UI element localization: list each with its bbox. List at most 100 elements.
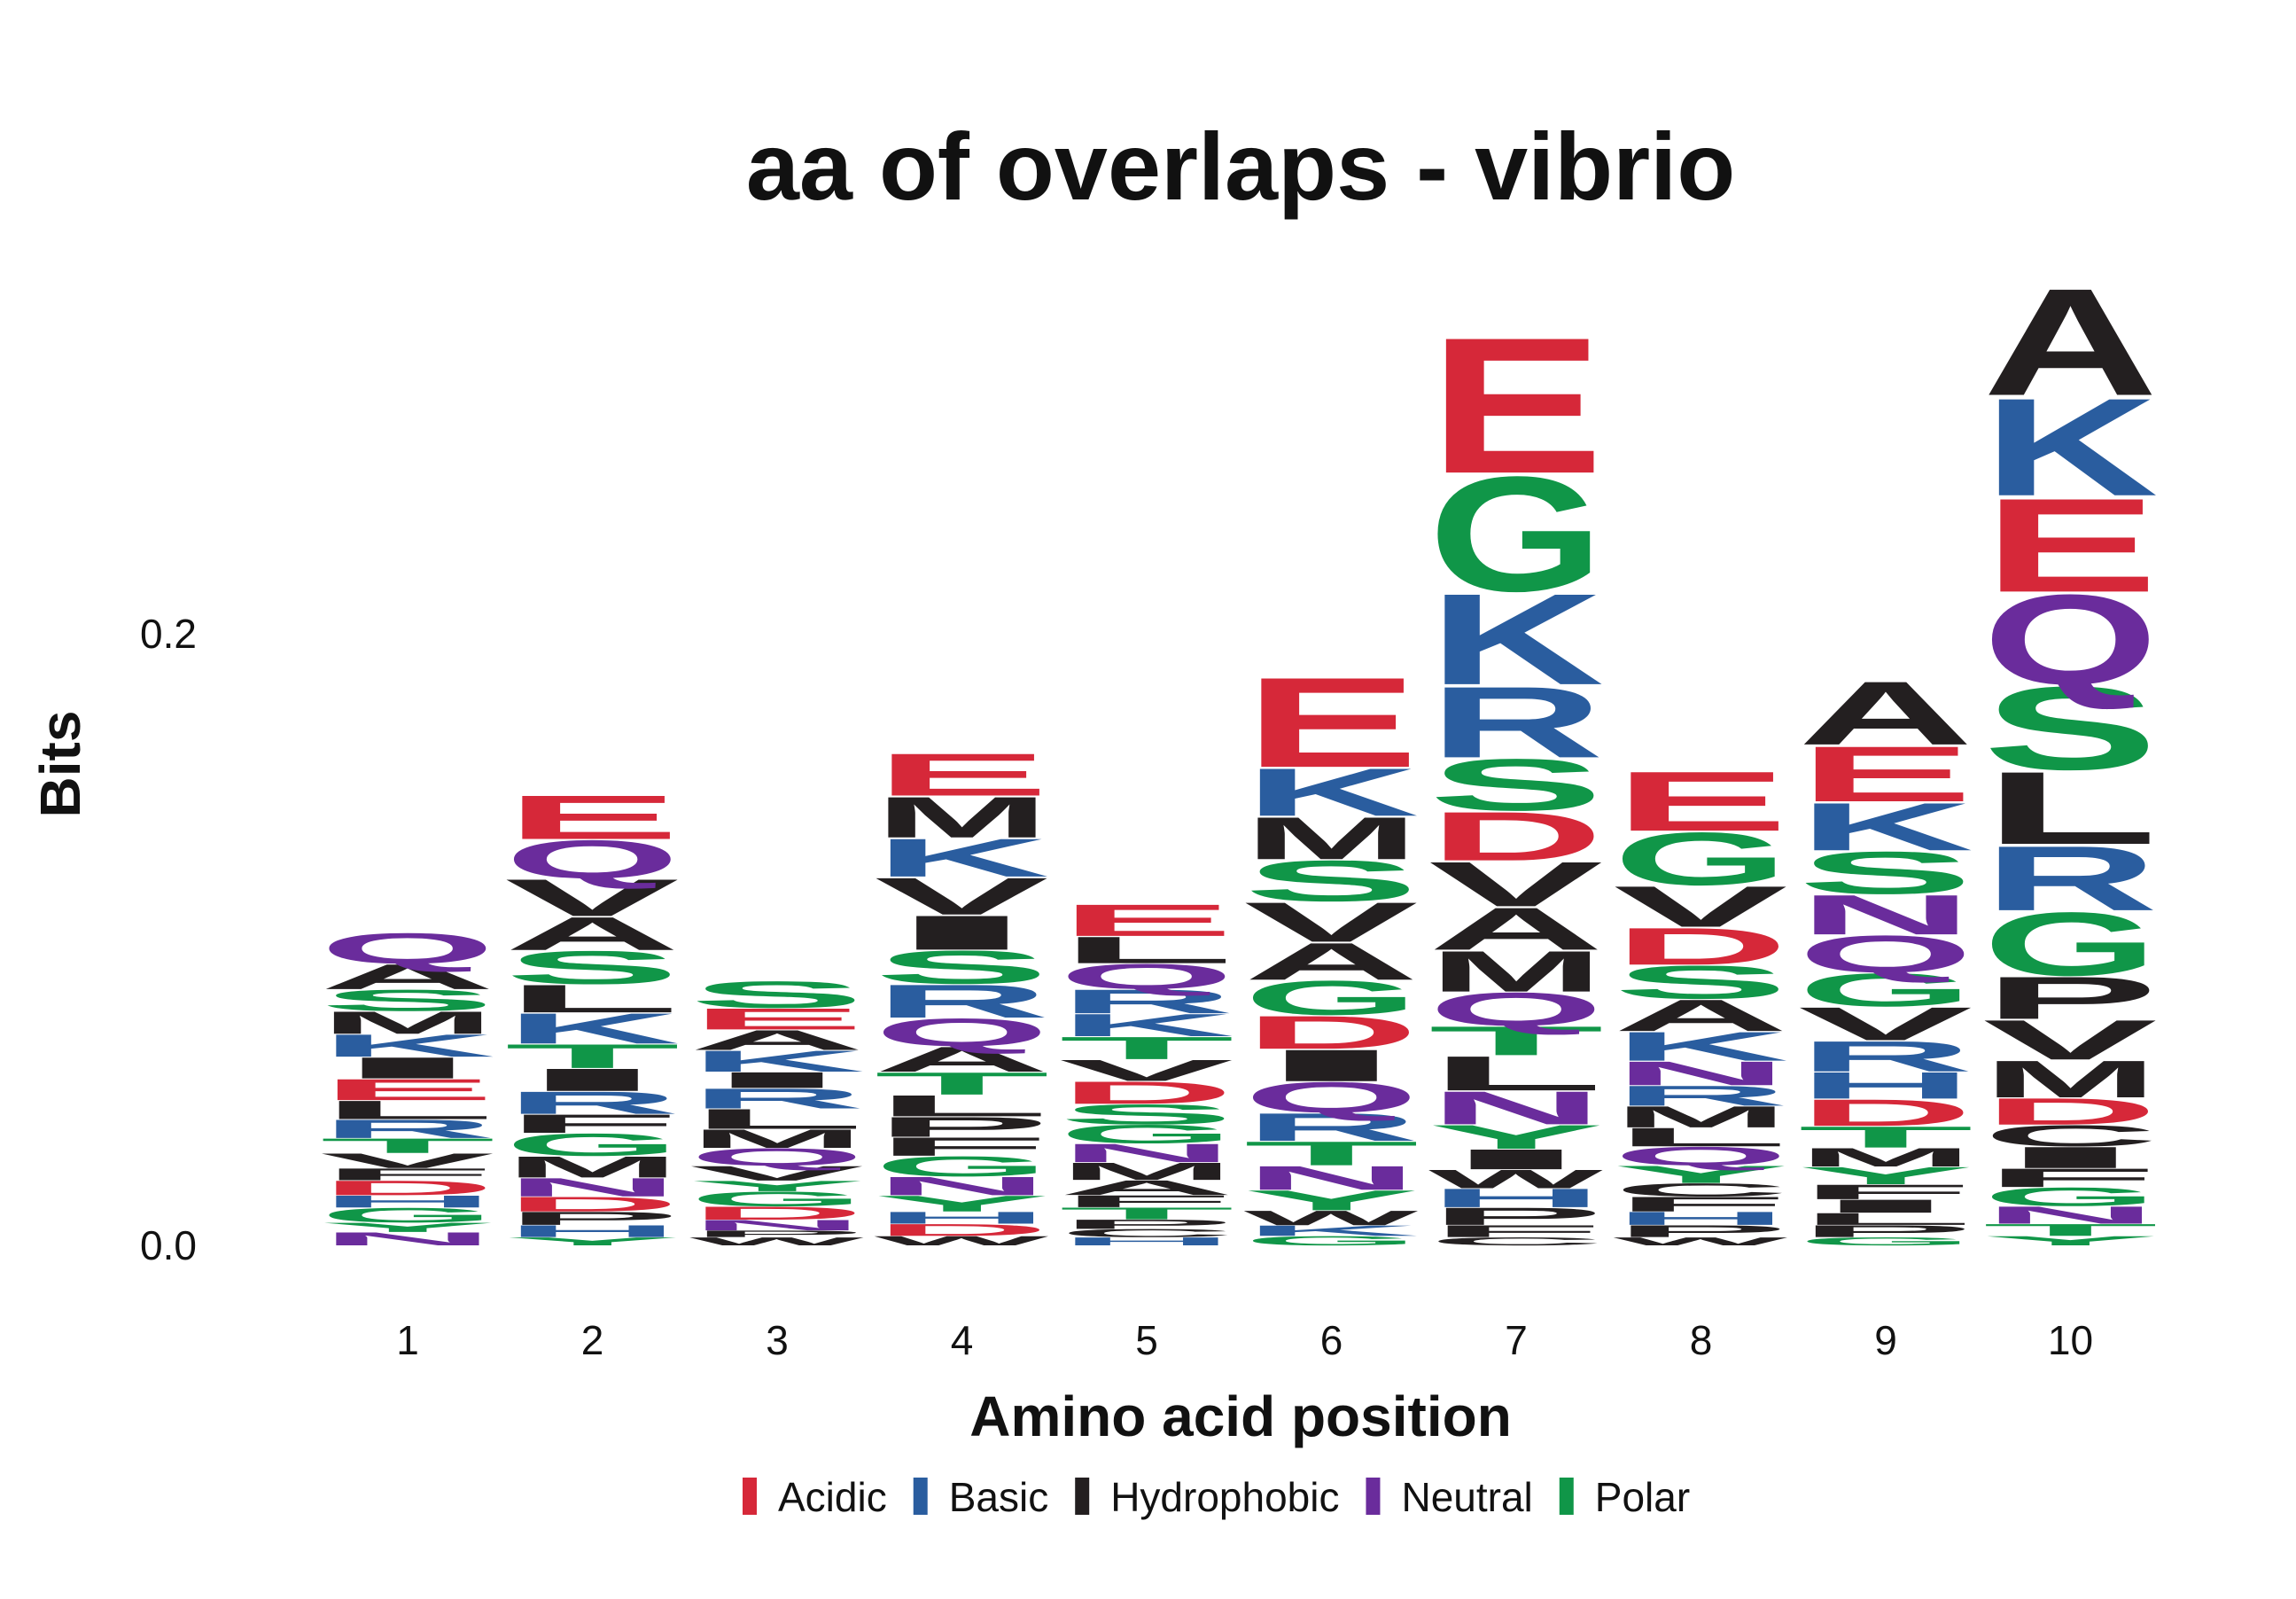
logo-letter: S: [1798, 839, 1973, 907]
logo-letter: I: [1798, 1196, 1973, 1217]
logo-letter: E: [689, 1002, 865, 1036]
logo-letter: A: [1614, 990, 1789, 1041]
logo-letter: K: [505, 1004, 681, 1053]
logo-letter: N: [320, 1228, 495, 1250]
logo-letter: K: [1798, 789, 1973, 865]
logo-letter: G: [320, 1204, 495, 1227]
logo-letter: L: [1798, 1210, 1973, 1228]
logo-letter: Q: [1983, 568, 2159, 711]
logo-letter: L: [1059, 929, 1234, 971]
logo-letter: I: [320, 1051, 495, 1085]
logo-letter: F: [505, 1109, 681, 1138]
logo-letter: D: [320, 1176, 495, 1199]
logo-letter: V: [1059, 1054, 1234, 1088]
logo-letter: T: [1428, 1018, 1604, 1064]
logo-letter: L: [689, 1104, 865, 1135]
logo-letter: T: [1244, 1135, 1420, 1173]
logo-letter: R: [689, 1082, 865, 1114]
legend-label: Basic: [949, 1474, 1048, 1520]
logo-letter: E: [875, 741, 1050, 808]
logo-letter: G: [875, 1150, 1050, 1182]
logo-letter: L: [875, 1089, 1050, 1123]
logo-letter: R: [875, 975, 1050, 1028]
logo-letter: F: [320, 1165, 495, 1183]
logo-letter: T: [320, 1135, 495, 1158]
logo-letter: E: [505, 783, 681, 853]
logo-letter: K: [320, 1028, 495, 1064]
logo-letter: I: [505, 1062, 681, 1097]
logo-letter: K: [1614, 1024, 1789, 1070]
logo-letter: V: [1798, 997, 1973, 1049]
logo-letter: P: [1798, 1221, 1973, 1240]
logo-letter: I: [875, 906, 1050, 961]
logo-letter: A: [1244, 932, 1420, 991]
logo-letter: M: [1059, 1158, 1234, 1185]
logo-letter: M: [1798, 1143, 1973, 1172]
logo-letter: V: [1428, 848, 1603, 920]
logo-letter: R: [1614, 1080, 1789, 1112]
logo-letter: Q: [1244, 1073, 1420, 1122]
logo-letter: Y: [505, 1235, 681, 1247]
legend-swatch: [1075, 1478, 1090, 1515]
logo-letter: E: [1059, 895, 1234, 946]
logo-letter: Y: [1798, 1162, 1973, 1190]
legend-swatch: [1559, 1478, 1574, 1515]
y-axis-ticks: 0.0 0.2: [140, 611, 197, 1268]
logo-letter: A: [1798, 663, 1973, 764]
logo-letter: G: [1244, 1234, 1420, 1249]
logo-letter: I: [1983, 1141, 2159, 1174]
logo-letter: A: [505, 908, 681, 961]
logo-letter: G: [1428, 443, 1604, 626]
logo-letter: Q: [875, 1010, 1050, 1055]
logo-letter: H: [875, 1208, 1050, 1227]
logo-letter: F: [1983, 1163, 2159, 1192]
logo-letter: T: [875, 1065, 1050, 1101]
logo-letter: D: [1614, 917, 1789, 976]
logo-letter: D: [1983, 1090, 2159, 1133]
logo-letter: M: [1244, 805, 1420, 872]
x-tick-label: 8: [1690, 1317, 1713, 1363]
logo-letter: M: [320, 1005, 495, 1041]
logo-letter: G: [1244, 971, 1420, 1026]
logo-letter: I: [1244, 1041, 1420, 1091]
logo-letter: L: [1428, 1047, 1604, 1101]
logo-letter: H: [1428, 1183, 1604, 1213]
legend-swatch: [743, 1478, 757, 1515]
logo-letter: T: [1059, 1030, 1234, 1065]
logo-letter: C: [1059, 1227, 1234, 1239]
logo-letter: I: [689, 1067, 865, 1092]
logo-letter: C: [1614, 1180, 1789, 1201]
logo-letter: M: [875, 784, 1050, 849]
x-tick-label: 7: [1505, 1317, 1528, 1363]
logo-stacks: NYGHDFVTRLEIKMSAQYHPDNMGFRITKLSAVQEWPNDG…: [320, 257, 2158, 1250]
logo-letter: E: [1983, 471, 2159, 620]
logo-letter: K: [1244, 1222, 1420, 1239]
logo-letter: Q: [1614, 1142, 1789, 1171]
logo-letter: M: [689, 1124, 865, 1153]
logo-letter: N: [1614, 1055, 1789, 1093]
logo-letter: T: [1983, 1221, 2159, 1239]
logo-letter: G: [689, 1188, 865, 1211]
logo-letter: Q: [689, 1143, 865, 1171]
logo-letter: H: [1614, 1208, 1789, 1229]
logo-letter: R: [320, 1114, 495, 1143]
y-tick-label: 0.0: [140, 1222, 197, 1268]
logo-letter: A: [1428, 895, 1604, 963]
legend-swatch: [913, 1478, 928, 1515]
logo-letter: D: [1059, 1075, 1234, 1111]
logo-letter: H: [320, 1192, 495, 1211]
logo-letter: N: [689, 1217, 865, 1234]
logo-letter: T: [505, 1037, 681, 1075]
logo-letter: P: [1983, 964, 2159, 1032]
logo-letter: R: [1428, 666, 1604, 779]
logo-letter: C: [1983, 1119, 2159, 1153]
logo-letter: V: [1244, 891, 1419, 954]
logo-letter: N: [1244, 1159, 1420, 1197]
logo-letter: W: [1428, 1165, 1603, 1194]
logo-letter: F: [1059, 1192, 1234, 1211]
logo-letter: K: [1059, 1008, 1234, 1043]
logo-letter: Y: [689, 1178, 865, 1195]
